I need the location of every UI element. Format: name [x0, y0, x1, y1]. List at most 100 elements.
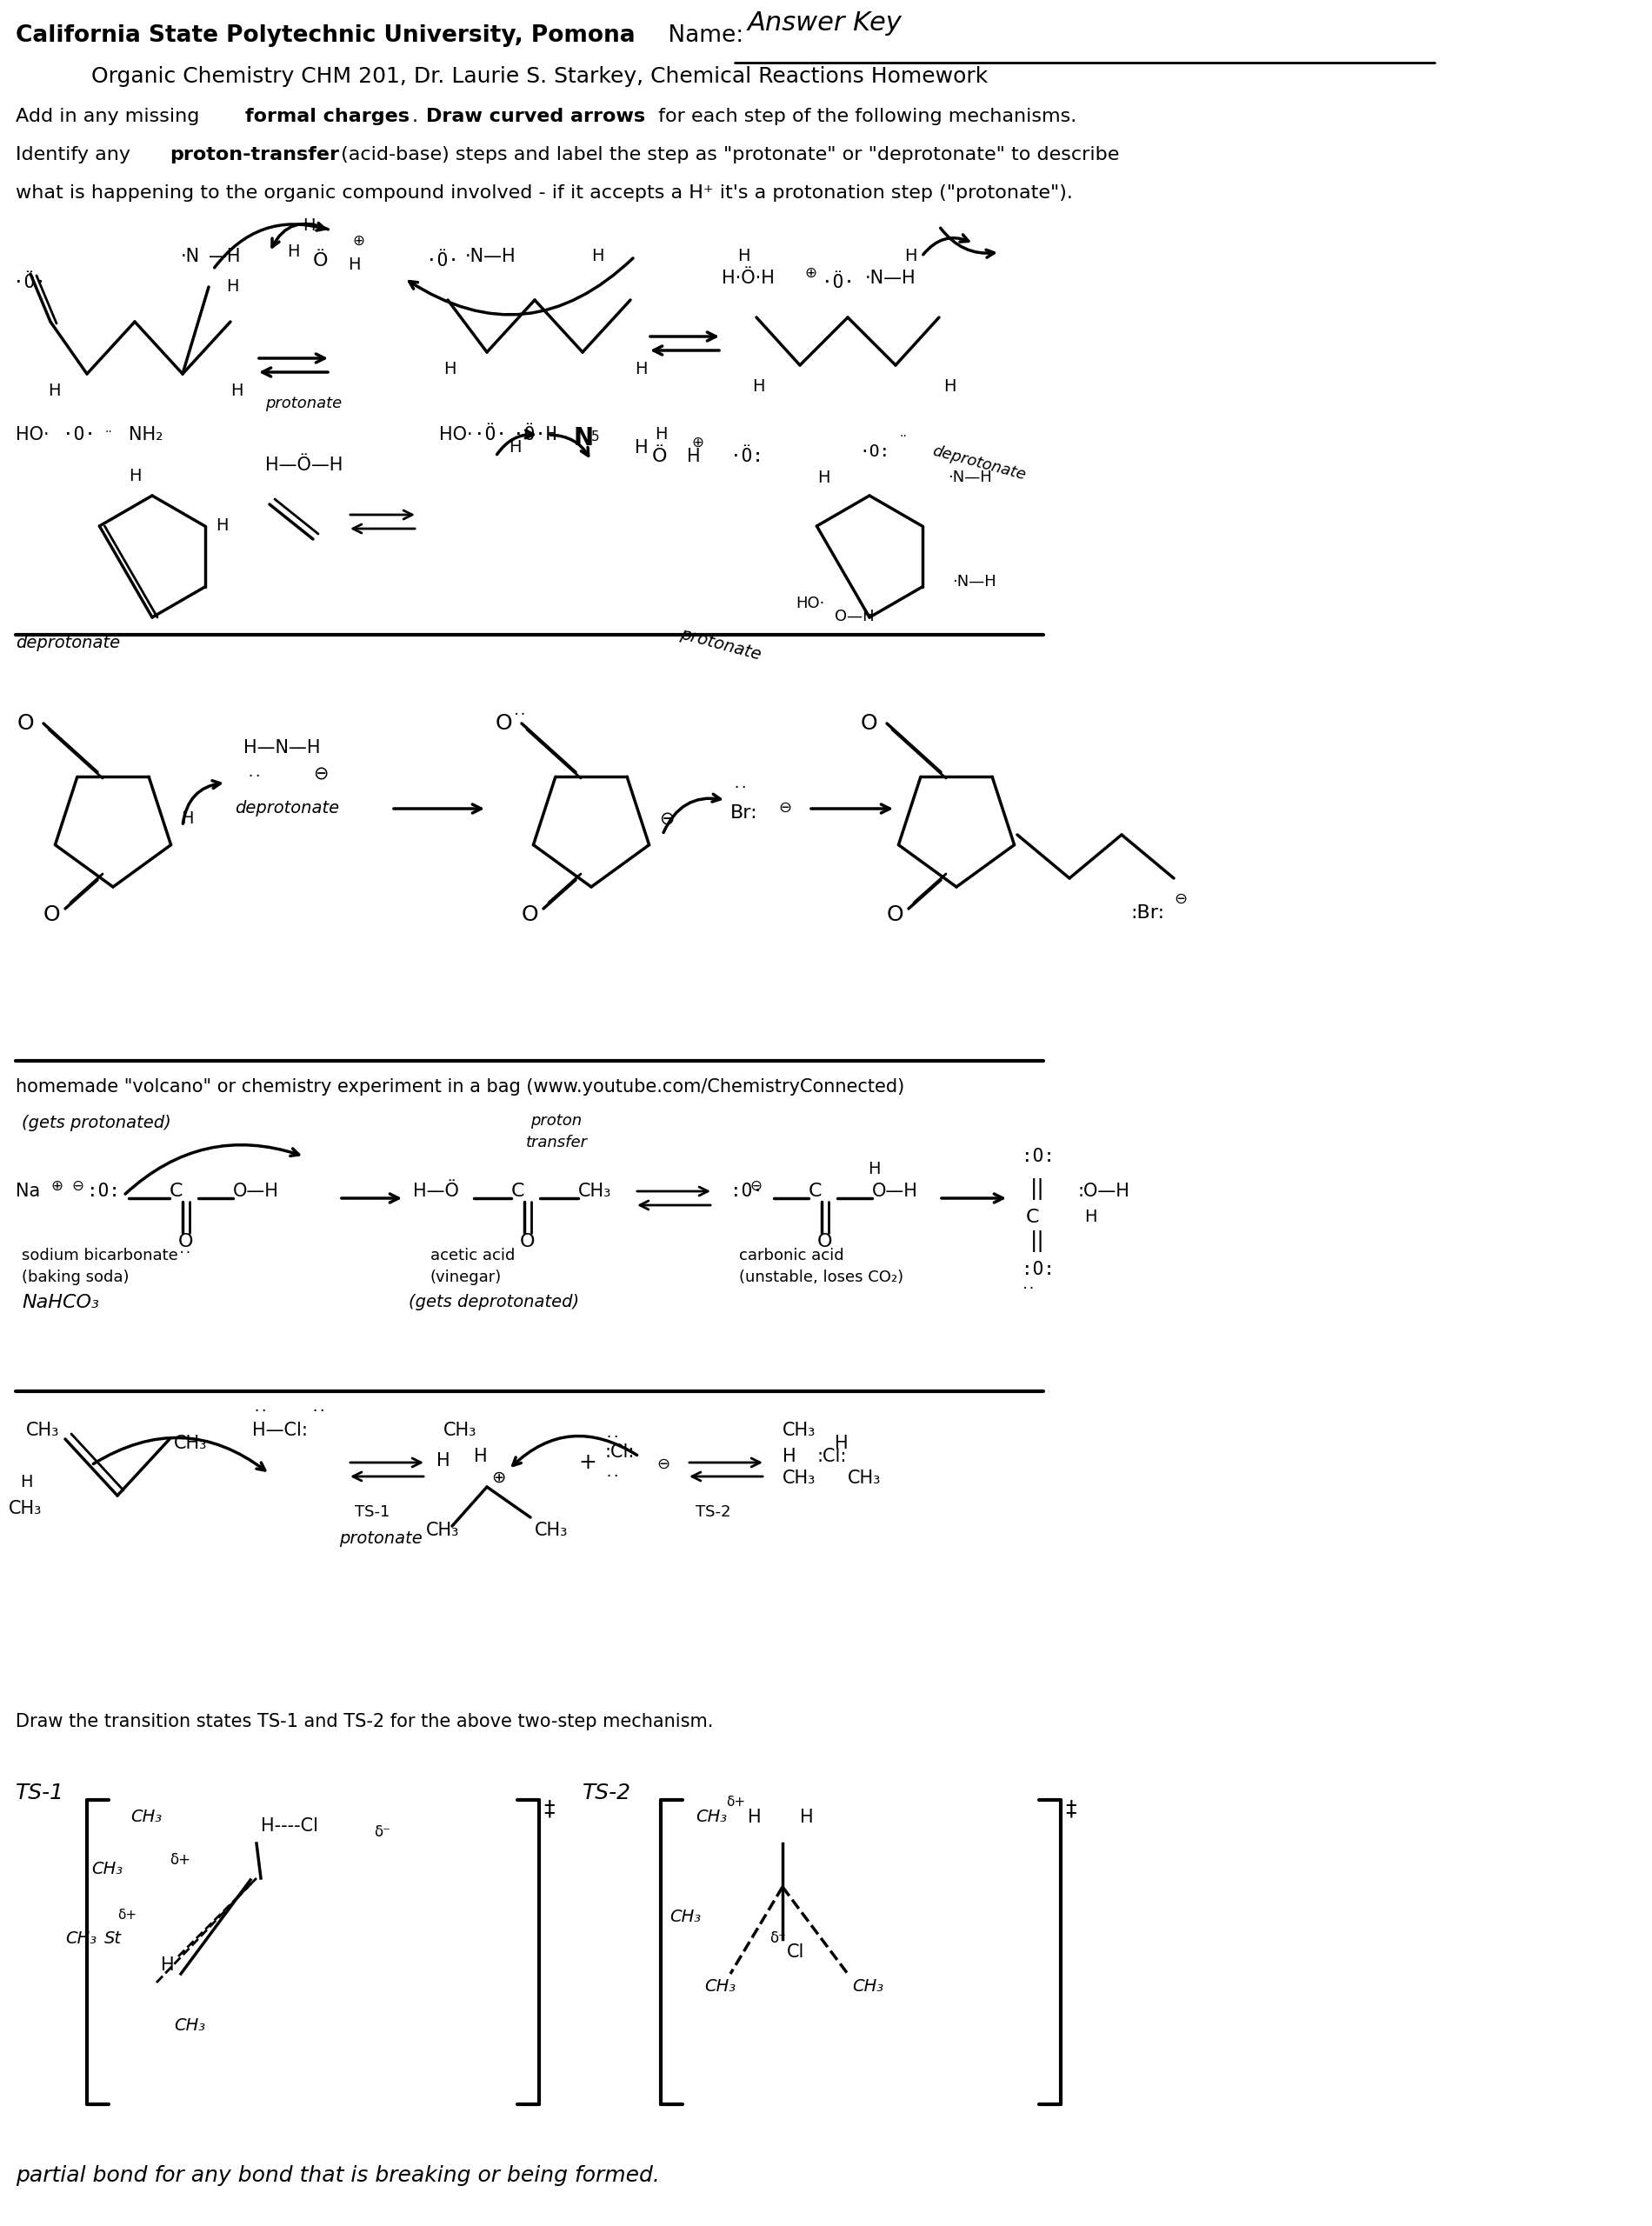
Text: ··: ··: [1021, 1282, 1036, 1296]
Text: H: H: [509, 439, 522, 456]
Text: NH₂: NH₂: [129, 425, 164, 443]
Text: H: H: [737, 247, 750, 265]
Text: CH₃: CH₃: [131, 1808, 162, 1825]
Text: —H: —H: [208, 247, 241, 265]
Text: O: O: [861, 712, 877, 735]
Text: :Br:: :Br:: [1130, 904, 1165, 922]
Text: Br:: Br:: [730, 804, 758, 821]
Text: CH₃: CH₃: [783, 1422, 816, 1438]
Text: NaHCO₃: NaHCO₃: [21, 1293, 99, 1311]
Text: CH₃: CH₃: [783, 1469, 816, 1487]
Text: partial bond for any bond that is breaking or being formed.: partial bond for any bond that is breaki…: [15, 2166, 659, 2186]
Text: acetic acid: acetic acid: [431, 1249, 515, 1264]
Text: :O:: :O:: [1021, 1149, 1054, 1164]
Text: St: St: [104, 1930, 122, 1948]
Text: O—H: O—H: [834, 608, 874, 623]
Text: O: O: [520, 1233, 535, 1251]
Text: H: H: [654, 425, 667, 443]
Text: H: H: [818, 470, 829, 485]
Text: CH₃: CH₃: [426, 1523, 459, 1538]
Text: (acid-base) steps and label the step as "protonate" or "deprotonate" to describe: (acid-base) steps and label the step as …: [335, 147, 1120, 162]
Text: :Cl:: :Cl:: [818, 1447, 847, 1465]
Text: TS-2: TS-2: [583, 1783, 631, 1803]
Text: CH₃: CH₃: [26, 1422, 59, 1438]
Text: .: .: [411, 107, 431, 125]
Text: ·N—H: ·N—H: [952, 574, 996, 590]
Text: Ö: Ö: [653, 447, 667, 465]
Text: proton: proton: [530, 1113, 582, 1129]
Text: sodium bicarbonate: sodium bicarbonate: [21, 1249, 178, 1264]
Text: CH₃: CH₃: [847, 1469, 881, 1487]
Text: Na: Na: [15, 1182, 40, 1200]
Text: ‡: ‡: [1066, 1799, 1075, 1819]
Text: H: H: [1084, 1209, 1097, 1224]
Text: CH₃: CH₃: [173, 1436, 206, 1451]
Text: δ⁻: δ⁻: [770, 1930, 786, 1946]
Text: C: C: [170, 1182, 183, 1200]
Text: ·Ö·H: ·Ö·H: [514, 425, 557, 443]
Text: H: H: [48, 383, 61, 398]
Text: δ⁻: δ⁻: [373, 1825, 390, 1841]
Text: H----Cl: H----Cl: [261, 1816, 319, 1834]
Text: H: H: [634, 439, 648, 456]
Text: Cl: Cl: [786, 1943, 805, 1961]
Text: H: H: [216, 516, 228, 534]
Text: H—Ö—H: H—Ö—H: [266, 456, 344, 474]
Text: for each step of the following mechanisms.: for each step of the following mechanism…: [653, 107, 1077, 125]
Text: H: H: [591, 247, 605, 265]
Text: H: H: [474, 1447, 487, 1465]
Text: δ+: δ+: [725, 1796, 745, 1808]
Text: transfer: transfer: [525, 1135, 588, 1151]
Text: ··: ··: [104, 425, 112, 439]
Text: O—H: O—H: [233, 1182, 279, 1200]
Text: ⊕: ⊕: [51, 1178, 63, 1193]
Text: H: H: [302, 218, 316, 234]
Text: protonate: protonate: [266, 396, 342, 412]
Text: H: H: [230, 383, 243, 398]
Text: H: H: [349, 256, 360, 274]
Text: CH₃: CH₃: [704, 1979, 735, 1994]
Text: O: O: [496, 712, 512, 735]
Text: H: H: [752, 378, 765, 394]
Text: ⊕: ⊕: [691, 434, 704, 450]
Text: C: C: [510, 1182, 525, 1200]
Text: ··: ··: [311, 1405, 327, 1418]
Text: CH₃: CH₃: [91, 1861, 122, 1877]
Text: CH₃: CH₃: [443, 1422, 477, 1438]
Text: TS-2: TS-2: [695, 1505, 730, 1520]
Text: ·O·: ·O·: [63, 425, 96, 443]
Text: ⊕: ⊕: [491, 1469, 506, 1487]
Text: ⊖: ⊖: [71, 1178, 83, 1193]
Text: ||: ||: [1031, 1178, 1044, 1200]
Text: C: C: [1026, 1209, 1039, 1227]
Text: ··: ··: [605, 1431, 620, 1442]
Text: δ+: δ+: [117, 1908, 137, 1921]
Text: H: H: [436, 1451, 451, 1469]
Text: Answer Key: Answer Key: [748, 11, 902, 36]
Text: :Cl:: :Cl:: [605, 1442, 634, 1460]
Text: HO·: HO·: [796, 597, 824, 612]
Text: ⊖: ⊖: [312, 766, 329, 784]
Text: H: H: [687, 447, 700, 465]
Text: HO·: HO·: [15, 425, 50, 443]
Text: H: H: [287, 243, 299, 260]
Text: H: H: [904, 247, 917, 265]
Text: H: H: [129, 467, 142, 485]
Text: H: H: [867, 1160, 881, 1178]
Text: formal charges: formal charges: [244, 107, 410, 125]
Text: Add in any missing: Add in any missing: [15, 107, 205, 125]
Text: N: N: [573, 425, 595, 450]
Text: ⊖: ⊖: [656, 1456, 669, 1471]
Text: H: H: [943, 378, 957, 394]
Text: ·N: ·N: [180, 247, 200, 265]
Text: CH₃: CH₃: [8, 1500, 41, 1518]
Text: ··: ··: [605, 1469, 620, 1483]
Text: H: H: [800, 1808, 813, 1825]
Text: ‡: ‡: [544, 1799, 555, 1819]
Text: ·O:: ·O:: [859, 443, 890, 461]
Text: ··: ··: [900, 430, 907, 443]
Text: ·Ö·: ·Ö·: [426, 252, 459, 269]
Text: ·N—H: ·N—H: [866, 269, 917, 287]
Text: H—Ö: H—Ö: [413, 1182, 459, 1200]
Text: CH₃: CH₃: [852, 1979, 884, 1994]
